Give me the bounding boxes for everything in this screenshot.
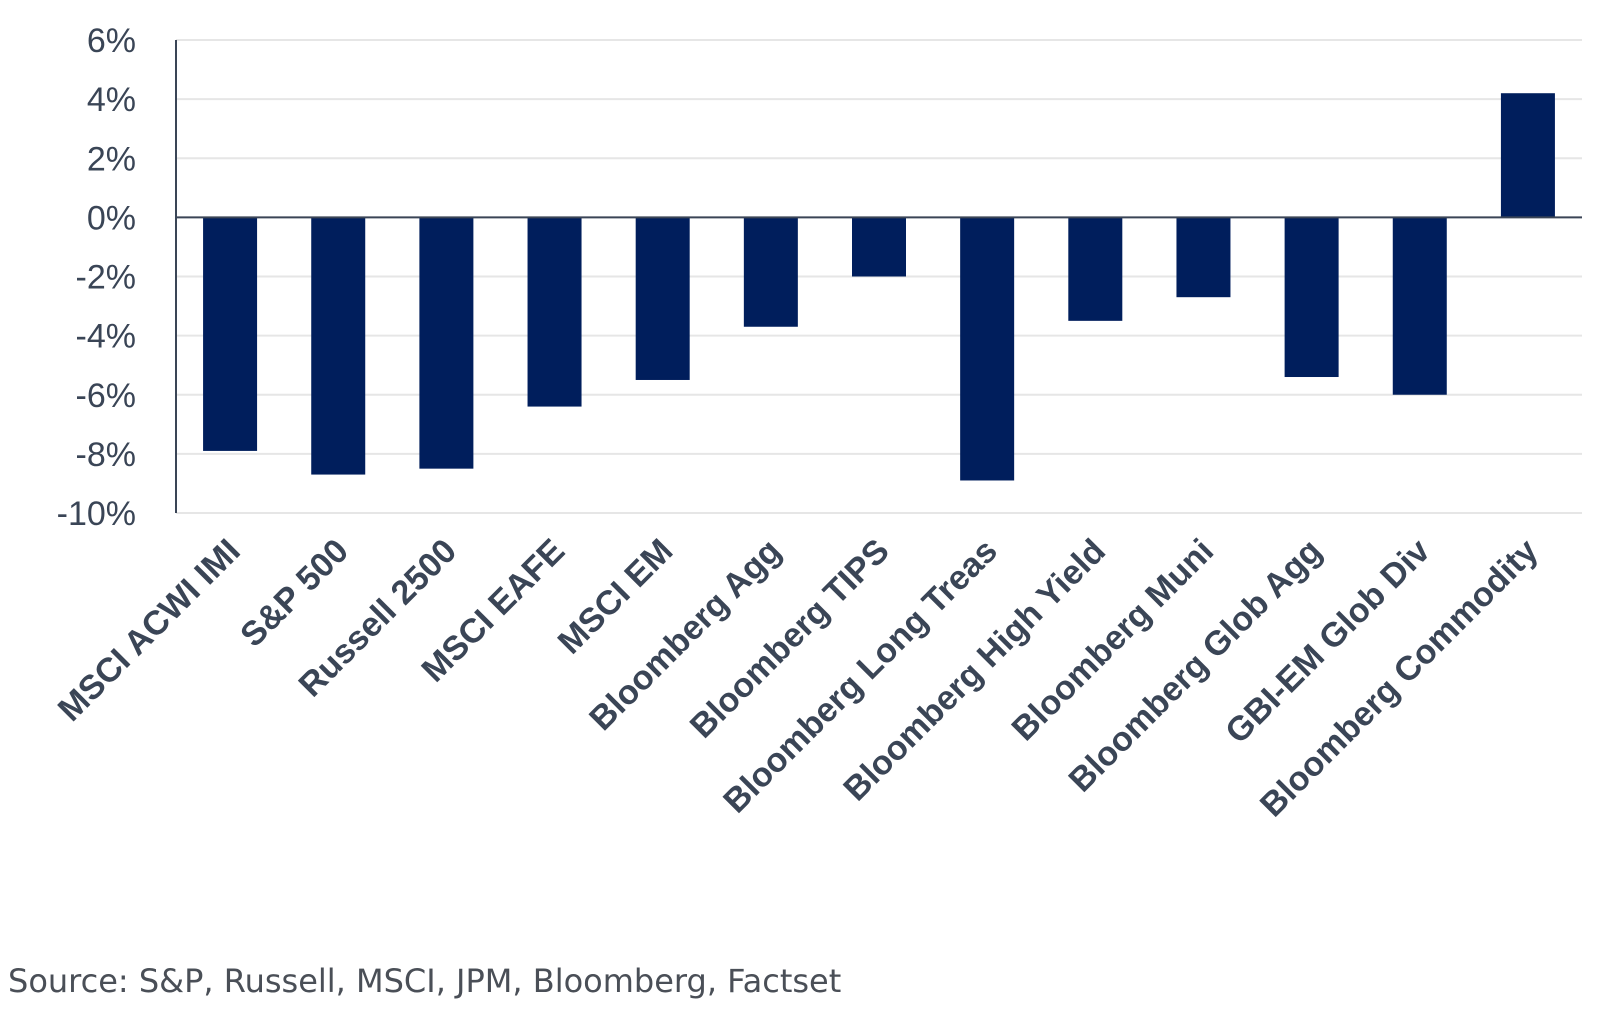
y-tick-label: -2% [76, 259, 136, 297]
bar [635, 217, 690, 380]
bars [203, 93, 1555, 481]
y-tick-label: -6% [76, 377, 136, 415]
bar [743, 217, 798, 327]
bar [311, 217, 366, 475]
y-tick-label: -8% [76, 436, 136, 474]
bar [1068, 217, 1123, 321]
bar [203, 217, 258, 451]
x-tick-label: Bloomberg TIPS [683, 532, 897, 746]
gridlines [176, 39, 1582, 514]
y-tick-label: -4% [76, 318, 136, 356]
y-axis-tick-labels: 6% 4% 2% 0% -2% -4% -6% -8% -10% [57, 22, 136, 533]
y-tick-label: 4% [87, 81, 136, 119]
bar [1176, 217, 1231, 298]
bar [419, 217, 474, 469]
bar [1500, 93, 1555, 218]
bar [852, 217, 906, 277]
bar [1392, 217, 1447, 395]
x-tick-label: Bloomberg Agg [582, 532, 788, 738]
y-tick-label: 6% [87, 22, 136, 60]
axes [175, 40, 1582, 513]
x-tick-label: MSCI ACWI IMI [51, 532, 248, 729]
bar [1284, 217, 1339, 378]
bar [527, 217, 582, 407]
source-note: Source: S&P, Russell, MSCI, JPM, Bloombe… [8, 962, 842, 1000]
bar [960, 217, 1015, 481]
y-tick-label: 2% [87, 140, 136, 178]
y-tick-label: 0% [87, 199, 136, 237]
y-tick-label: -10% [57, 495, 136, 533]
x-tick-label: GBI-EM Glob Div [1218, 532, 1437, 751]
bar-chart: 6% 4% 2% 0% -2% -4% -6% -8% -10% MSCI ACWI IMIS&… [51, 22, 1582, 825]
x-tick-label: Bloomberg Muni [1005, 532, 1222, 749]
